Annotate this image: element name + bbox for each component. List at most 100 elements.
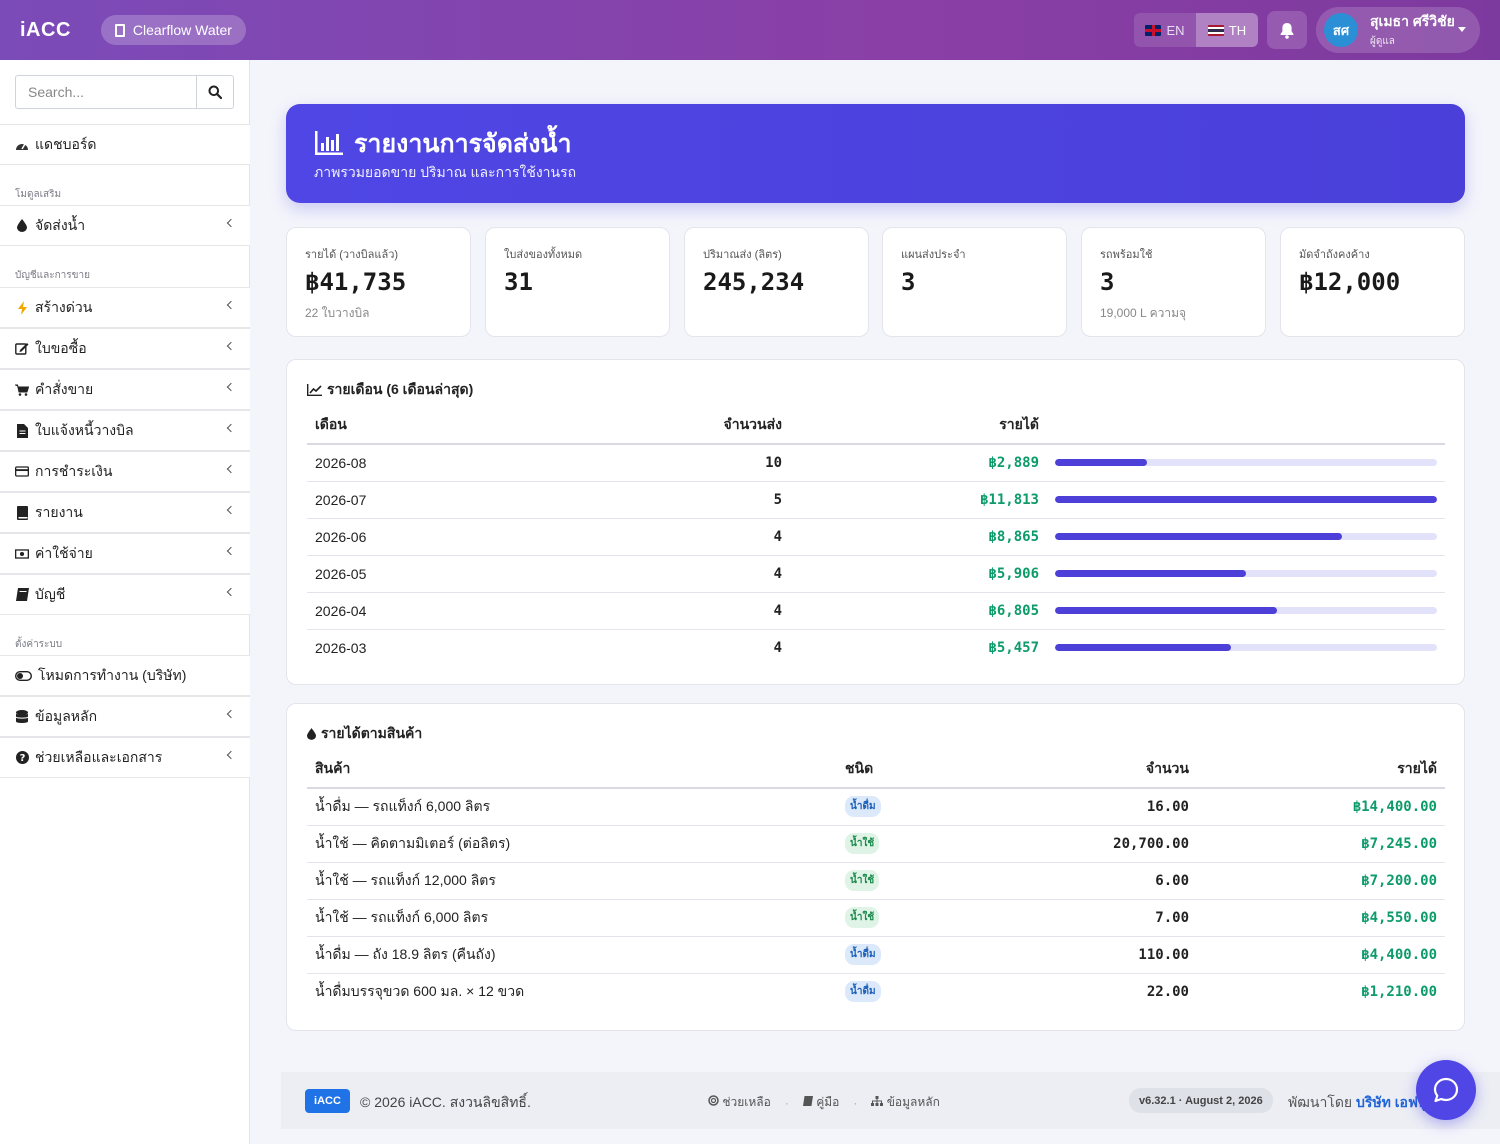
stat-card-recurring-plans: แผนส่งประจำ 3: [882, 227, 1067, 337]
revenue-bar-track: [1055, 459, 1437, 467]
month-cell: 2026-08: [307, 444, 537, 482]
count-cell: 5: [537, 481, 790, 519]
table-row: น้ำดื่ม — รถแท็งก์ 6,000 ลิตร น้ำดื่ม 16.0…: [307, 788, 1445, 826]
sidebar-item-label: คำสั่งขาย: [35, 380, 94, 397]
sidebar-item-invoice[interactable]: ใบแจ้งหนี้วางบิล: [0, 410, 250, 451]
search-button[interactable]: [196, 75, 234, 109]
revenue-cell: ฿7,245.00: [1197, 825, 1445, 863]
type-cell: น้ำใช้: [837, 825, 1017, 863]
page-subtitle: ภาพรวมยอดขาย ปริมาณ และการใช้งานรถ: [314, 164, 577, 180]
monthly-panel: รายเดือน (6 เดือนล่าสุด) เดือน จำนวนส่ง …: [286, 359, 1465, 685]
col-qty: จำนวน: [1017, 751, 1197, 789]
sidebar-item-purchase-request[interactable]: ใบขอซื้อ: [0, 328, 250, 369]
sidebar-item-dashboard[interactable]: แดชบอร์ด: [0, 124, 250, 165]
chevron-left-icon: [226, 300, 236, 310]
month-cell: 2026-06: [307, 518, 537, 556]
stat-sub: 19,000 L ความจุ: [1100, 306, 1187, 320]
stat-card-delivery-notes: ใบส่งของทั้งหมด 31: [485, 227, 670, 337]
revenue-cell: ฿7,200.00: [1197, 862, 1445, 900]
building-icon: [114, 23, 125, 37]
stat-label: ใบส่งของทั้งหมด: [504, 249, 583, 261]
revenue-bar-fill: [1055, 496, 1437, 503]
revenue-cell: ฿4,550.00: [1197, 899, 1445, 937]
sidebar-item-work-mode[interactable]: โหมดการทำงาน (บริษัท): [0, 655, 250, 696]
type-cell: น้ำใช้: [837, 899, 1017, 937]
revenue-bar-track: [1055, 533, 1437, 540]
bar-cell: [1047, 518, 1445, 556]
lang-th-label: TH: [1228, 22, 1247, 38]
bolt-icon: [15, 300, 29, 315]
avatar: สศ: [1324, 13, 1358, 47]
user-role: ผู้ดูแล: [1370, 36, 1395, 47]
company-switcher[interactable]: Clearflow Water: [100, 15, 246, 45]
stat-value: 3: [1100, 268, 1115, 296]
col-revenue: รายได้: [790, 407, 1047, 445]
footer-link-help[interactable]: ช่วยเหลือ: [708, 1093, 771, 1112]
type-cell: น้ำดื่ม: [837, 973, 1017, 1010]
footer-link-help-label: ช่วยเหลือ: [722, 1095, 771, 1109]
notifications-button[interactable]: [1267, 11, 1307, 49]
dashboard-gauge-icon: [15, 138, 29, 152]
revenue-cell: ฿8,865: [790, 518, 1047, 556]
book-icon: [15, 505, 29, 520]
col-product: สินค้า: [307, 751, 837, 789]
type-badge: น้ำใช้: [845, 907, 880, 928]
sidebar-item-accounts[interactable]: บัญชี: [0, 574, 250, 615]
sidebar-item-payment[interactable]: การชำระเงิน: [0, 451, 250, 492]
table-row: 2026-06 4 ฿8,865: [307, 518, 1445, 556]
bar-cell: [1047, 481, 1445, 519]
revenue-cell: ฿5,457: [988, 639, 1039, 656]
svg-text:?: ?: [19, 753, 25, 764]
stat-sub: 22 ใบวางบิล: [305, 306, 370, 320]
sidebar-item-reports[interactable]: รายงาน: [0, 492, 250, 533]
stat-value: ฿41,735: [305, 268, 407, 296]
lang-en-button[interactable]: EN: [1134, 13, 1196, 47]
table-row: 2026-05 4 ฿5,906: [307, 555, 1445, 593]
chevron-left-icon: [226, 464, 236, 474]
sidebar-item-water-delivery[interactable]: จัดส่งน้ำ: [0, 205, 250, 246]
sidebar: แดชบอร์ด โมดูลเสริม จัดส่งน้ำ บัญชีและกา…: [0, 60, 250, 1144]
separator: ·: [784, 1095, 789, 1110]
month-cell: 2026-03: [315, 639, 367, 656]
chat-button[interactable]: [1416, 1060, 1476, 1120]
revenue-bar-track: [1055, 644, 1437, 652]
month-cell: 2026-07: [307, 481, 537, 519]
footer-link-master[interactable]: ข้อมูลหลัก: [871, 1093, 940, 1112]
stat-card-deposits: มัดจำถังคงค้าง ฿12,000: [1280, 227, 1465, 337]
panel-title-text: รายได้ตามสินค้า: [321, 725, 423, 741]
search-input[interactable]: [15, 75, 196, 109]
lang-th-button[interactable]: TH: [1196, 13, 1258, 47]
sidebar-item-label: รายงาน: [35, 503, 83, 520]
footer-links: ช่วยเหลือ · คู่มือ · ข้อมูลหลัก: [708, 1093, 940, 1112]
sidebar-item-master-data[interactable]: ข้อมูลหลัก: [0, 696, 250, 737]
uk-flag-icon: [1145, 24, 1162, 36]
qty-cell: 16.00: [1017, 788, 1197, 826]
panel-title-text: รายเดือน (6 เดือนล่าสุด): [327, 381, 474, 397]
cart-icon: [15, 383, 29, 397]
sidebar-item-help-docs[interactable]: ? ช่วยเหลือและเอกสาร: [0, 737, 250, 778]
stat-card-trucks: รถพร้อมใช้ 3 19,000 L ความจุ: [1081, 227, 1266, 337]
sidebar-item-expenses[interactable]: ค่าใช้จ่าย: [0, 533, 250, 574]
edit-icon: [15, 342, 29, 356]
thai-flag-icon: [1207, 24, 1224, 36]
chevron-left-icon: [226, 341, 236, 351]
revenue-cell: ฿11,813: [790, 481, 1047, 519]
sidebar-item-label: ค่าใช้จ่าย: [35, 544, 93, 561]
brand-logo[interactable]: iACC: [20, 18, 71, 41]
revenue-cell: ฿5,906: [790, 555, 1047, 593]
footer-link-manual[interactable]: คู่มือ: [802, 1093, 839, 1112]
user-menu[interactable]: สศ สุเมธา ศรีวิชัย ผู้ดูแล: [1316, 7, 1480, 53]
panel-title: รายเดือน (6 เดือนล่าสุด): [307, 379, 473, 401]
stat-value: 31: [504, 268, 533, 296]
qty-cell: 110.00: [1017, 936, 1197, 974]
developer-link[interactable]: บริษัท เอฟทู: [1356, 1094, 1428, 1110]
sidebar-item-sales-order[interactable]: คำสั่งขาย: [0, 369, 250, 410]
revenue-cell: ฿1,210.00: [1361, 983, 1437, 1000]
month-cell: 2026-04: [307, 592, 537, 630]
panel-title: รายได้ตามสินค้า: [307, 723, 422, 745]
sidebar-item-quick-create[interactable]: สร้างด่วน: [0, 287, 250, 328]
chevron-left-icon: [226, 709, 236, 719]
type-cell: น้ำดื่ม: [837, 936, 1017, 974]
chevron-left-icon: [226, 382, 236, 392]
bar-cell: [1047, 555, 1445, 593]
